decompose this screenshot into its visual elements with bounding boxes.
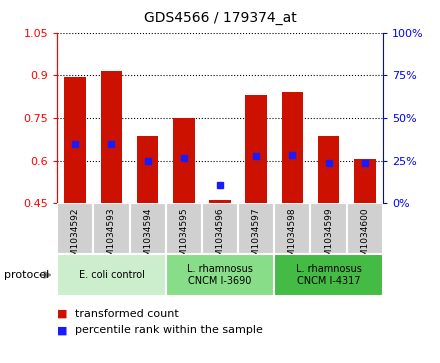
- Bar: [202, 203, 238, 254]
- Bar: [93, 203, 129, 254]
- Bar: [57, 203, 93, 254]
- Text: GDS4566 / 179374_at: GDS4566 / 179374_at: [143, 11, 297, 25]
- Text: transformed count: transformed count: [75, 309, 179, 319]
- Text: ■: ■: [57, 325, 68, 335]
- Bar: [274, 254, 383, 296]
- Text: GSM1034595: GSM1034595: [180, 207, 188, 268]
- Text: GSM1034598: GSM1034598: [288, 207, 297, 268]
- Bar: [129, 203, 166, 254]
- Bar: [311, 203, 347, 254]
- Text: L. rhamnosus
CNCM I-3690: L. rhamnosus CNCM I-3690: [187, 264, 253, 286]
- Bar: [318, 136, 339, 203]
- Text: protocol: protocol: [4, 270, 50, 280]
- Text: E. coli control: E. coli control: [78, 270, 144, 280]
- Bar: [101, 71, 122, 203]
- Text: GSM1034596: GSM1034596: [216, 207, 224, 268]
- Bar: [246, 95, 267, 203]
- Text: GSM1034597: GSM1034597: [252, 207, 260, 268]
- Bar: [64, 77, 86, 203]
- Text: GSM1034593: GSM1034593: [107, 207, 116, 268]
- Text: L. rhamnosus
CNCM I-4317: L. rhamnosus CNCM I-4317: [296, 264, 362, 286]
- Bar: [57, 254, 166, 296]
- Bar: [238, 203, 274, 254]
- Bar: [274, 203, 311, 254]
- Text: GSM1034599: GSM1034599: [324, 207, 333, 268]
- Bar: [282, 93, 303, 203]
- Bar: [137, 136, 158, 203]
- Text: GSM1034592: GSM1034592: [71, 207, 80, 268]
- Bar: [166, 254, 274, 296]
- Text: percentile rank within the sample: percentile rank within the sample: [75, 325, 263, 335]
- Bar: [209, 200, 231, 203]
- Text: ■: ■: [57, 309, 68, 319]
- Bar: [173, 118, 194, 203]
- Text: GSM1034600: GSM1034600: [360, 207, 369, 268]
- Bar: [166, 203, 202, 254]
- Bar: [354, 159, 376, 203]
- Text: GSM1034594: GSM1034594: [143, 207, 152, 268]
- Bar: [347, 203, 383, 254]
